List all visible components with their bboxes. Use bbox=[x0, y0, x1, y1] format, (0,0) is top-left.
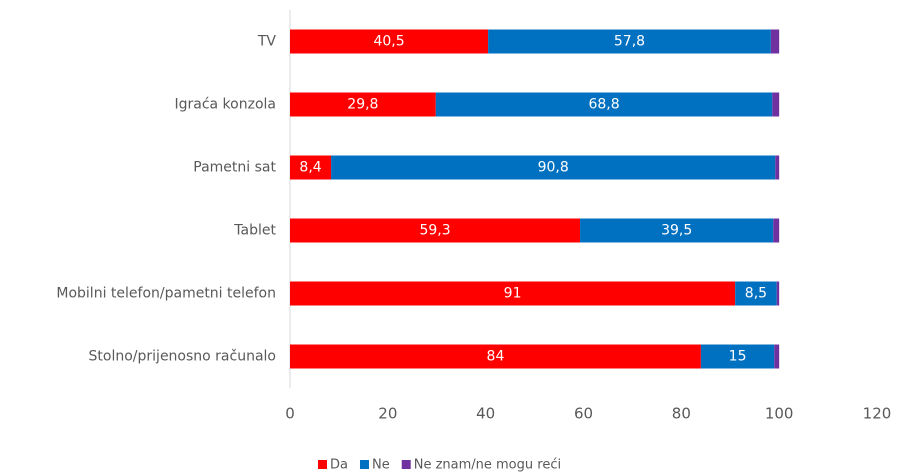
y-tick-label: Stolno/prijenosno računalo bbox=[89, 349, 276, 365]
data-label: 59,3 bbox=[419, 223, 450, 239]
x-tick-label: 20 bbox=[378, 405, 397, 423]
data-label: 40,5 bbox=[373, 34, 404, 50]
bar-segment bbox=[772, 92, 780, 117]
data-label: 91 bbox=[504, 286, 522, 302]
bar-segment bbox=[290, 92, 436, 117]
bar-segment bbox=[735, 281, 777, 306]
bar-segment bbox=[488, 29, 771, 54]
x-tick-label: 80 bbox=[672, 405, 691, 423]
data-label: 68,8 bbox=[588, 97, 619, 113]
y-tick-label: Tablet bbox=[233, 223, 276, 239]
y-tick-label: Igraća konzola bbox=[174, 97, 276, 113]
bar-segment bbox=[580, 218, 774, 243]
data-label: 39,5 bbox=[661, 223, 692, 239]
x-tick-label: 0 bbox=[285, 405, 295, 423]
bar-segment bbox=[770, 29, 780, 54]
legend-swatch bbox=[318, 460, 327, 469]
bar-segment bbox=[290, 155, 332, 180]
bar-segment bbox=[700, 344, 775, 369]
bar-segment bbox=[775, 155, 780, 180]
bar-segment bbox=[774, 344, 780, 369]
x-tick-label: 60 bbox=[574, 405, 593, 423]
legend-swatch bbox=[401, 460, 411, 469]
data-label: 29,8 bbox=[347, 97, 378, 113]
x-tick-label: 120 bbox=[863, 405, 892, 423]
y-tick-label: Mobilni telefon/pametni telefon bbox=[56, 286, 276, 302]
x-tick-label: 40 bbox=[476, 405, 495, 423]
data-label: 8,4 bbox=[299, 160, 321, 176]
y-tick-label: TV bbox=[257, 34, 277, 50]
data-label: 90,8 bbox=[538, 160, 569, 176]
bar-segment bbox=[290, 344, 701, 369]
y-tick-label: Pametni sat bbox=[193, 160, 276, 176]
data-label: 57,8 bbox=[614, 34, 645, 50]
bar-segment bbox=[435, 92, 773, 117]
legend-swatch bbox=[359, 460, 369, 469]
data-label: 15 bbox=[729, 349, 747, 365]
bar-segment bbox=[773, 218, 780, 243]
bar-segment bbox=[290, 281, 736, 306]
x-tick-label: 100 bbox=[765, 405, 794, 423]
bar-segment bbox=[331, 155, 776, 180]
bar-segment bbox=[776, 281, 780, 306]
legend-label: Ne bbox=[372, 458, 390, 473]
data-label: 8,5 bbox=[745, 286, 767, 302]
bar-segment bbox=[290, 29, 489, 54]
data-label: 84 bbox=[487, 349, 505, 365]
legend-label: Ne znam/ne mogu reći bbox=[414, 458, 561, 473]
legend-label: Da bbox=[330, 458, 348, 473]
bar-segment bbox=[290, 218, 581, 243]
